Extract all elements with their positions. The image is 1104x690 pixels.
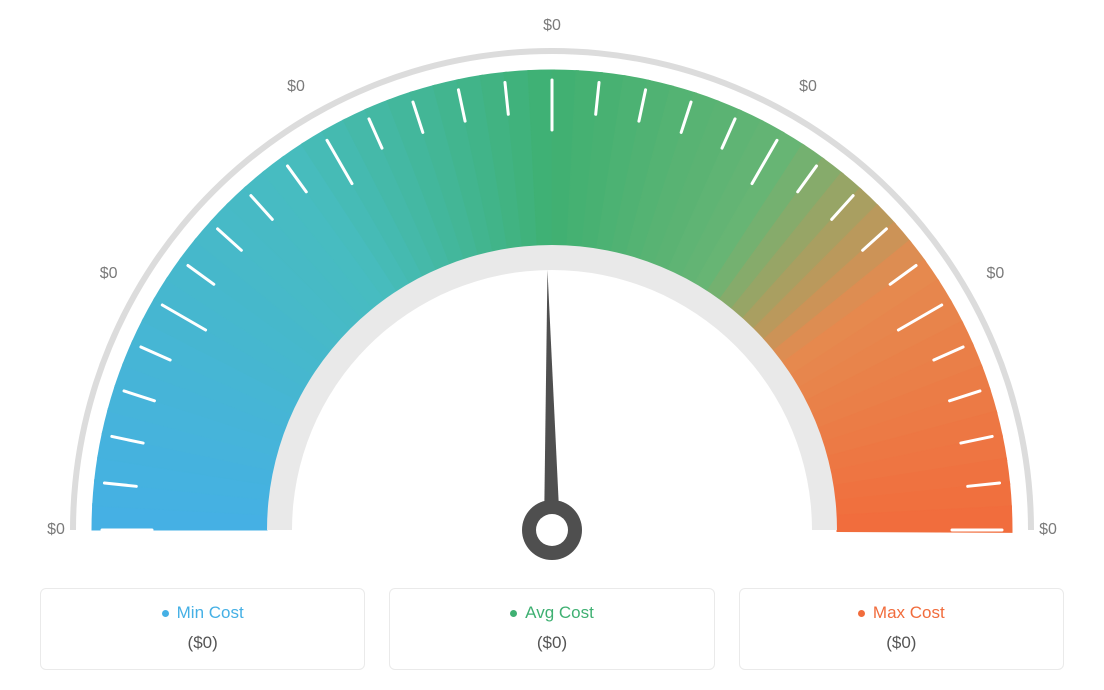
- gauge-svg: [0, 0, 1104, 560]
- gauge-axis-label: $0: [1039, 521, 1057, 539]
- cost-gauge: $0 $0 $0 $0 $0 $0 $0: [0, 0, 1104, 560]
- gauge-axis-label: $0: [47, 521, 65, 539]
- dot-icon: [162, 610, 169, 617]
- gauge-axis-label: $0: [799, 78, 817, 96]
- legend-row: Min Cost ($0) Avg Cost ($0) Max Cost ($0…: [40, 588, 1064, 670]
- legend-value-min: ($0): [41, 633, 364, 653]
- gauge-axis-label: $0: [543, 17, 561, 35]
- legend-title-min: Min Cost: [162, 603, 244, 623]
- legend-title-text: Min Cost: [177, 603, 244, 623]
- legend-card-avg: Avg Cost ($0): [389, 588, 714, 670]
- dot-icon: [858, 610, 865, 617]
- dot-icon: [510, 610, 517, 617]
- gauge-axis-label: $0: [287, 78, 305, 96]
- legend-title-text: Avg Cost: [525, 603, 594, 623]
- legend-value-max: ($0): [740, 633, 1063, 653]
- legend-title-text: Max Cost: [873, 603, 945, 623]
- legend-card-min: Min Cost ($0): [40, 588, 365, 670]
- legend-value-avg: ($0): [390, 633, 713, 653]
- gauge-axis-label: $0: [100, 265, 118, 283]
- legend-card-max: Max Cost ($0): [739, 588, 1064, 670]
- gauge-axis-label: $0: [986, 265, 1004, 283]
- legend-title-avg: Avg Cost: [510, 603, 594, 623]
- legend-title-max: Max Cost: [858, 603, 945, 623]
